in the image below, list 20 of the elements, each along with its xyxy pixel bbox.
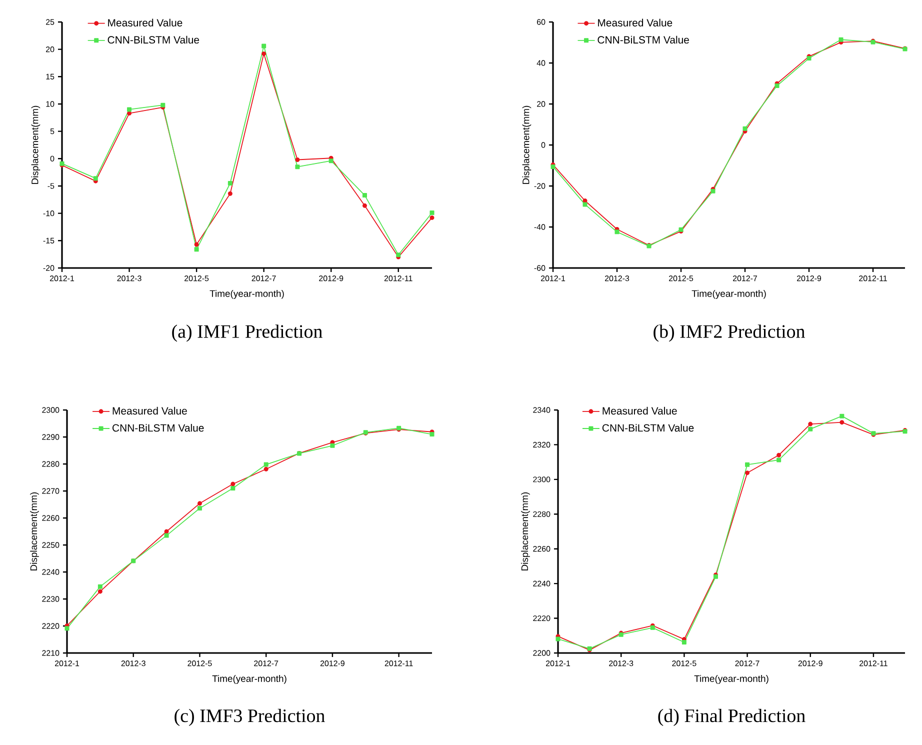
legend-label: Measured Value [598,18,672,26]
text: (b) IMF2 Prediction [654,324,805,342]
legend-label: CNN-BiLSTM Value [112,424,204,432]
y-axis-title: Displacement(mm) [521,492,530,570]
y-axis-title: Displacement(mm) [31,106,40,184]
legend-label: Measured Value [112,406,187,415]
text: (c) IMF3 Prediction [174,708,325,726]
text: (a) IMF1 Prediction [172,324,322,342]
legend-label: CNN-BiLSTM Value [598,36,689,44]
x-axis-title: Time(year-month) [692,290,766,299]
x-axis-title: Time(year-month) [212,675,286,684]
legend-label: CNN-BiLSTM Value [602,424,694,432]
legend-label: Measured Value [108,18,182,26]
x-axis-title: Time(year-month) [694,675,768,684]
y-axis-title: Displacement(mm) [522,106,532,184]
legend-label: Measured Value [602,406,677,415]
legend-label: CNN-BiLSTM Value [108,36,200,44]
text: (d) Final Prediction [658,708,806,726]
x-axis-title: Time(year-month) [210,290,284,299]
y-axis-title: Displacement(mm) [30,492,39,570]
